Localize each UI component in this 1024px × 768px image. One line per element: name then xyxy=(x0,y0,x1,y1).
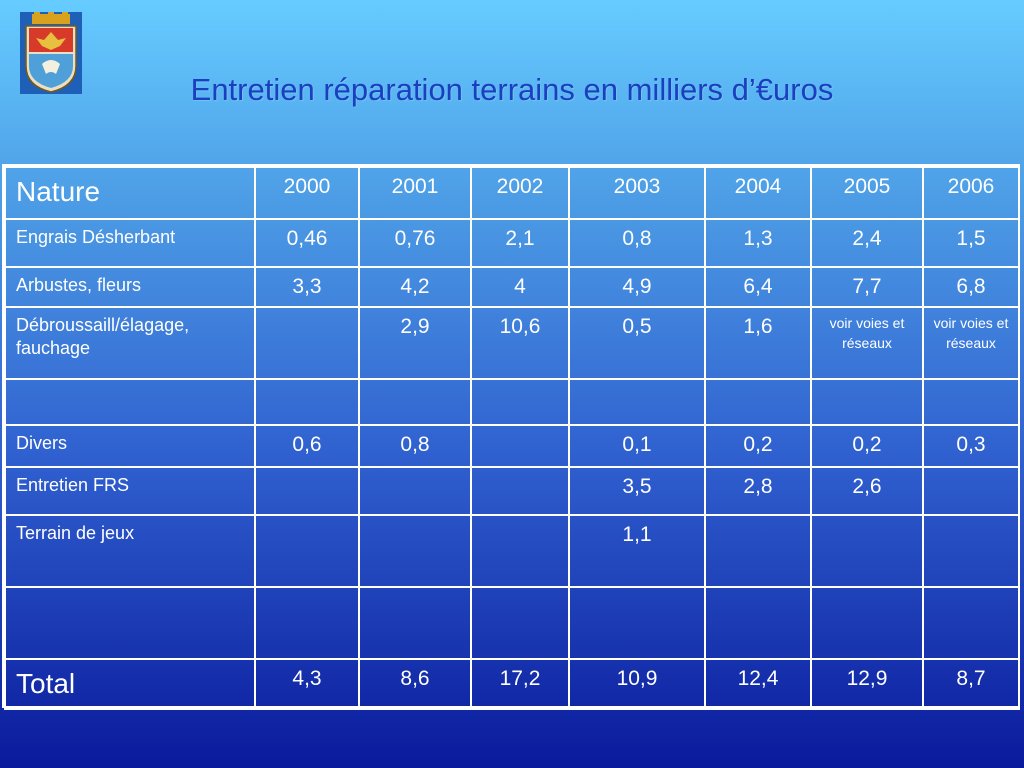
table-cell: Terrain de jeux xyxy=(4,514,256,588)
table-cell xyxy=(470,586,570,660)
header-cell: 2000 xyxy=(254,166,360,220)
table-cell xyxy=(254,586,360,660)
total-row: Total 4,3 8,6 17,2 10,9 12,4 12,9 8,7 xyxy=(4,658,1020,710)
table-cell: 4,3 xyxy=(254,658,360,710)
table-cell: 8,7 xyxy=(922,658,1020,710)
table-cell: Engrais Désherbant xyxy=(4,218,256,268)
table-cell: 1,5 xyxy=(922,218,1020,268)
table-cell: Débroussaill/élagage, fauchage xyxy=(4,306,256,380)
table-cell xyxy=(470,424,570,468)
table-cell xyxy=(254,378,360,426)
table-cell: 3,5 xyxy=(568,466,706,516)
table-cell: 12,4 xyxy=(704,658,812,710)
header-cell: 2001 xyxy=(358,166,472,220)
table-row: Arbustes, fleurs 3,3 4,2 4 4,9 6,4 7,7 6… xyxy=(4,266,1020,308)
table-cell: 0,1 xyxy=(568,424,706,468)
table-cell xyxy=(810,514,924,588)
table-cell: 7,7 xyxy=(810,266,924,308)
table-cell xyxy=(568,378,706,426)
table-cell: 1,3 xyxy=(704,218,812,268)
table-cell: 0,76 xyxy=(358,218,472,268)
table-cell xyxy=(470,514,570,588)
table-cell: 4,9 xyxy=(568,266,706,308)
table-cell: 6,8 xyxy=(922,266,1020,308)
table-cell: 1,1 xyxy=(568,514,706,588)
data-table: Nature 2000 2001 2002 2003 2004 2005 200… xyxy=(2,164,1020,710)
table-row: Entretien FRS 3,5 2,8 2,6 xyxy=(4,466,1020,516)
table-cell xyxy=(470,378,570,426)
table-cell xyxy=(358,378,472,426)
table-row xyxy=(4,378,1020,426)
table-cell xyxy=(922,378,1020,426)
table-cell xyxy=(810,586,924,660)
table-cell xyxy=(358,586,472,660)
city-coat-of-arms-logo xyxy=(20,12,82,94)
table-cell: 0,5 xyxy=(568,306,706,380)
table-cell xyxy=(470,466,570,516)
table-cell: 0,8 xyxy=(568,218,706,268)
table-cell: 0,2 xyxy=(810,424,924,468)
table-cell: 2,4 xyxy=(810,218,924,268)
table-cell: 0,3 xyxy=(922,424,1020,468)
table-cell: Arbustes, fleurs xyxy=(4,266,256,308)
table-cell: 0,2 xyxy=(704,424,812,468)
table-cell xyxy=(254,514,360,588)
table-row: Terrain de jeux 1,1 xyxy=(4,514,1020,588)
table-cell xyxy=(704,586,812,660)
table-cell xyxy=(922,586,1020,660)
table-cell: voir voies et réseaux xyxy=(922,306,1020,380)
table-cell xyxy=(4,586,256,660)
table-cell xyxy=(704,514,812,588)
table-row: Divers 0,6 0,8 0,1 0,2 0,2 0,3 xyxy=(4,424,1020,468)
table-cell: 0,8 xyxy=(358,424,472,468)
table-cell xyxy=(358,466,472,516)
table-cell: 0,46 xyxy=(254,218,360,268)
table-cell: 8,6 xyxy=(358,658,472,710)
header-cell: 2004 xyxy=(704,166,812,220)
table-cell: 17,2 xyxy=(470,658,570,710)
table-cell xyxy=(568,586,706,660)
table-row: Débroussaill/élagage, fauchage 2,9 10,6 … xyxy=(4,306,1020,380)
table-cell: 4,2 xyxy=(358,266,472,308)
table-cell: Total xyxy=(4,658,256,710)
table-cell xyxy=(810,378,924,426)
table-cell: 3,3 xyxy=(254,266,360,308)
table-cell: Entretien FRS xyxy=(4,466,256,516)
table-cell: 10,6 xyxy=(470,306,570,380)
table-cell: 4 xyxy=(470,266,570,308)
table-cell xyxy=(254,306,360,380)
header-cell: 2005 xyxy=(810,166,924,220)
table-cell: 2,1 xyxy=(470,218,570,268)
header-cell: 2002 xyxy=(470,166,570,220)
table-cell xyxy=(922,514,1020,588)
header-cell: Nature xyxy=(4,166,256,220)
header-row: Nature 2000 2001 2002 2003 2004 2005 200… xyxy=(4,166,1020,220)
table-cell: 10,9 xyxy=(568,658,706,710)
table-cell xyxy=(4,378,256,426)
table-cell xyxy=(358,514,472,588)
table-cell: 2,8 xyxy=(704,466,812,516)
header-cell: 2006 xyxy=(922,166,1020,220)
table-cell xyxy=(922,466,1020,516)
table-cell xyxy=(704,378,812,426)
header-cell: 2003 xyxy=(568,166,706,220)
table-cell: 2,9 xyxy=(358,306,472,380)
table-cell: 12,9 xyxy=(810,658,924,710)
page-title: Entretien réparation terrains en millier… xyxy=(190,72,834,107)
table-cell: 1,6 xyxy=(704,306,812,380)
table-cell: voir voies et réseaux xyxy=(810,306,924,380)
table-cell: 6,4 xyxy=(704,266,812,308)
table-cell: 0,6 xyxy=(254,424,360,468)
table-cell: 2,6 xyxy=(810,466,924,516)
table-row: Engrais Désherbant 0,46 0,76 2,1 0,8 1,3… xyxy=(4,218,1020,268)
table-cell: Divers xyxy=(4,424,256,468)
table-row xyxy=(4,586,1020,660)
table-cell xyxy=(254,466,360,516)
